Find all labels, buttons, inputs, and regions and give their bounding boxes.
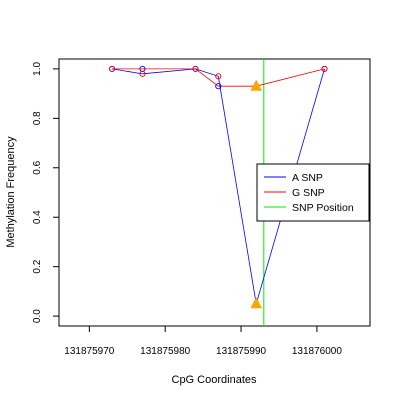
x-tick-label: 131875990 xyxy=(216,346,266,357)
y-tick-label: 0.6 xyxy=(32,160,43,174)
legend-label: G SNP xyxy=(292,187,325,199)
data-point-a-snp xyxy=(321,65,328,72)
y-tick-label: 0.8 xyxy=(32,111,43,125)
data-point-a-snp xyxy=(139,70,146,77)
y-tick-label: 0.2 xyxy=(32,259,43,273)
data-point-a-snp xyxy=(215,73,222,80)
series-line-g-snp xyxy=(112,68,325,87)
x-tick-label: 131876000 xyxy=(292,346,342,357)
y-tick-label: 0.4 xyxy=(32,210,43,224)
snp-markers xyxy=(250,79,263,309)
series-line-a-snp xyxy=(112,68,325,304)
x-tick-label: 131875970 xyxy=(64,346,114,357)
y-tick-label: 0.0 xyxy=(32,309,43,323)
data-point-g-snp xyxy=(215,83,222,90)
data-point-a-snp xyxy=(109,65,116,72)
legend-label: A SNP xyxy=(292,172,323,184)
y-axis-label: Methylation Frequency xyxy=(5,136,17,248)
data-point-a-snp xyxy=(192,65,199,72)
snp-marker-triangle xyxy=(250,297,263,309)
x-tick-label: 131875980 xyxy=(140,346,190,357)
snp-marker-triangle xyxy=(250,79,263,91)
x-axis-label: CpG Coordinates xyxy=(172,374,257,386)
x-axis: 131875970 131875980 131875990 131876000 xyxy=(64,325,342,357)
y-axis: 0.0 0.2 0.4 0.6 0.8 1.0 xyxy=(32,62,60,323)
legend-label: SNP Position xyxy=(292,202,354,214)
y-tick-label: 1.0 xyxy=(32,62,43,76)
legend: A SNP G SNP SNP Position xyxy=(256,163,370,222)
